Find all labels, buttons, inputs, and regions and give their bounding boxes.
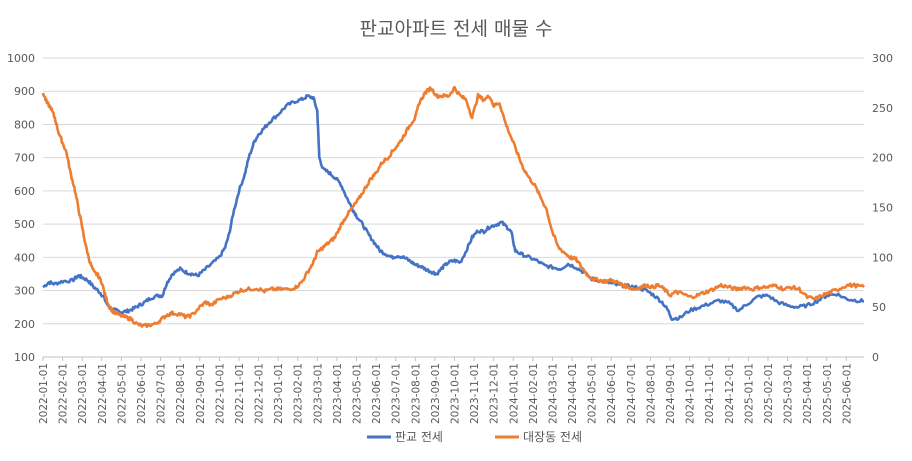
y-left-tick-label: 300	[14, 285, 35, 298]
x-tick-label: 2025-03-01	[783, 363, 795, 424]
x-tick-label: 2024-07-01	[626, 363, 638, 424]
x-tick-label: 2024-02-01	[528, 363, 540, 424]
x-tick-label: 2024-06-01	[606, 363, 618, 424]
x-tick-label: 2023-02-01	[293, 363, 305, 424]
x-tick-label: 2023-06-01	[371, 363, 383, 424]
x-tick-label: 2024-01-01	[508, 363, 520, 424]
y-left-tick-label: 400	[14, 251, 35, 264]
x-tick-label: 2025-01-01	[743, 363, 755, 424]
x-tick-label: 2025-04-01	[802, 363, 814, 424]
x-tick-label: 2024-11-01	[704, 363, 716, 424]
x-tick-label: 2024-03-01	[547, 363, 559, 424]
y-right-tick-label: 0	[872, 351, 879, 364]
y-left-tick-label: 1000	[7, 52, 35, 65]
x-tick-label: 2023-01-01	[273, 363, 285, 424]
x-tick-label: 2023-09-01	[430, 363, 442, 424]
chart-title: 판교아파트 전세 매물 수	[359, 18, 553, 40]
x-tick-label: 2022-08-01	[175, 363, 187, 424]
x-tick-label: 2023-07-01	[391, 363, 403, 424]
x-tick-label: 2023-08-01	[410, 363, 422, 424]
y-right-tick-label: 50	[872, 301, 886, 314]
x-tick-label: 2022-11-01	[234, 363, 246, 424]
x-tick-label: 2024-10-01	[685, 363, 697, 424]
x-tick-label: 2023-05-01	[352, 363, 364, 424]
y-left-tick-label: 700	[14, 152, 35, 165]
x-tick-label: 2023-04-01	[332, 363, 344, 424]
legend-label: 판교 전세	[395, 430, 443, 444]
x-tick-label: 2022-01-01	[38, 363, 50, 424]
x-tick-label: 2023-12-01	[489, 363, 501, 424]
x-tick-label: 2022-09-01	[195, 363, 207, 424]
y-left-tick-label: 800	[14, 118, 35, 131]
x-tick-label: 2022-03-01	[77, 363, 89, 424]
series-line-daejang	[41, 85, 866, 329]
y-left-tick-label: 100	[14, 351, 35, 364]
x-tick-label: 2024-04-01	[567, 363, 579, 424]
x-tick-label: 2024-05-01	[587, 363, 599, 424]
x-tick-label: 2022-12-01	[254, 363, 266, 424]
x-tick-label: 2022-07-01	[156, 363, 168, 424]
y-right-tick-label: 250	[872, 102, 893, 115]
x-tick-label: 2025-02-01	[763, 363, 775, 424]
x-tick-label: 2024-12-01	[724, 363, 736, 424]
y-left-tick-label: 900	[14, 85, 35, 98]
x-tick-label: 2023-11-01	[469, 363, 481, 424]
x-tick-label: 2024-09-01	[665, 363, 677, 424]
x-tick-label: 2025-06-01	[841, 363, 853, 424]
y-right-tick-label: 300	[872, 52, 893, 65]
x-tick-label: 2024-08-01	[645, 363, 657, 424]
y-left-tick-label: 500	[14, 218, 35, 231]
y-left-tick-label: 200	[14, 318, 35, 331]
y-right-tick-label: 150	[872, 202, 893, 215]
x-tick-label: 2022-02-01	[58, 363, 70, 424]
x-tick-label: 2025-05-01	[822, 363, 834, 424]
y-right-tick-label: 100	[872, 251, 893, 264]
y-right-tick-label: 200	[872, 152, 893, 165]
legend-label: 대장동 전세	[523, 430, 582, 444]
x-tick-label: 2022-04-01	[97, 363, 109, 424]
x-tick-label: 2023-03-01	[312, 363, 324, 424]
x-tick-label: 2023-10-01	[449, 363, 461, 424]
series-line-pangyo	[42, 94, 865, 322]
y-left-tick-label: 600	[14, 185, 35, 198]
x-tick-label: 2022-05-01	[116, 363, 128, 424]
x-tick-label: 2022-10-01	[214, 363, 226, 424]
x-tick-label: 2022-06-01	[136, 363, 148, 424]
